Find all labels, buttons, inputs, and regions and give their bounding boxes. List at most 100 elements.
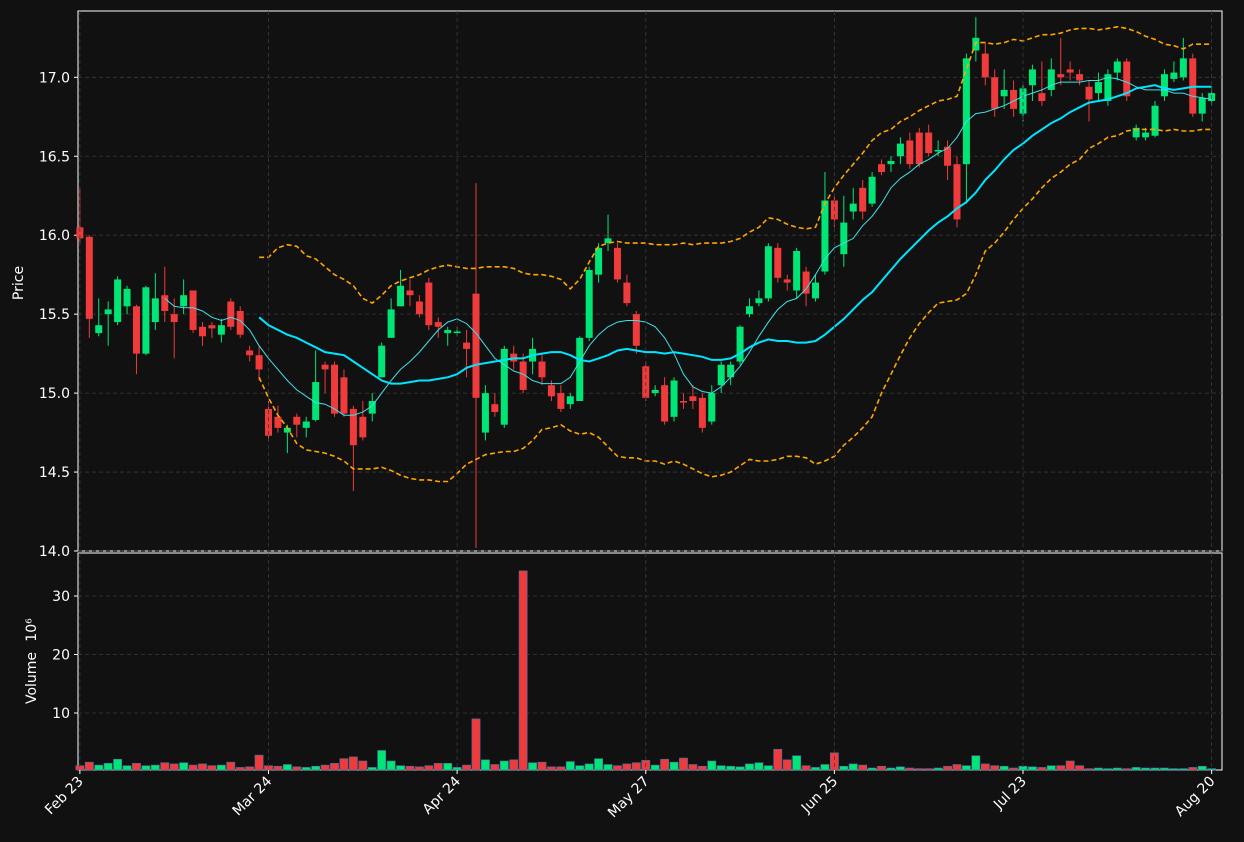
- candle-body: [349, 408, 357, 446]
- volume-bar: [235, 767, 245, 771]
- volume-bar: [1169, 768, 1179, 771]
- volume-bar: [169, 763, 179, 771]
- volume-bar: [358, 760, 368, 771]
- volume-bar: [613, 765, 622, 771]
- candle-body: [368, 401, 376, 414]
- volume-bar: [575, 765, 585, 771]
- candle-body: [312, 382, 320, 420]
- volume-bar: [594, 758, 604, 771]
- volume-bar: [914, 768, 924, 771]
- candle-body: [1085, 86, 1093, 100]
- candle-body: [623, 282, 631, 304]
- candle-body: [679, 401, 687, 403]
- candle-body: [840, 222, 848, 255]
- volume-bar: [565, 761, 575, 771]
- candle-body: [613, 247, 621, 280]
- volume-bar: [962, 765, 971, 771]
- candle-body: [1198, 97, 1206, 114]
- volume-bar: [1028, 766, 1037, 771]
- candle-body: [538, 361, 546, 378]
- volume-bar: [216, 764, 226, 771]
- candle-body: [953, 164, 961, 220]
- candle-body: [491, 404, 499, 413]
- volume-bar: [386, 760, 396, 771]
- candle-body: [321, 364, 329, 370]
- candle-body: [208, 325, 216, 329]
- candle-body: [1113, 61, 1121, 73]
- volume-bar: [84, 761, 94, 771]
- y-tick-label: 30: [52, 589, 70, 605]
- candle-body: [944, 146, 952, 166]
- volume-bar: [396, 765, 405, 771]
- offset-label: 10⁶: [24, 618, 40, 642]
- volume-bar: [481, 759, 490, 771]
- volume-bar: [433, 763, 443, 771]
- volume-bar: [462, 764, 471, 771]
- candle-body: [114, 279, 122, 323]
- candle-body: [793, 251, 801, 291]
- volume-bar: [547, 766, 556, 771]
- volume-bar: [1103, 768, 1113, 771]
- volume-bar: [697, 765, 707, 771]
- candle-body: [934, 149, 942, 152]
- volume-bar: [226, 761, 236, 771]
- candle-body: [981, 53, 989, 78]
- candle-body: [1028, 69, 1036, 86]
- candle-body: [387, 309, 395, 338]
- candle-body: [698, 397, 706, 428]
- volume-bar: [886, 767, 896, 771]
- candle-body: [104, 309, 112, 315]
- candle-body: [406, 290, 414, 296]
- volume-bar: [1131, 767, 1141, 771]
- volume-bar: [273, 765, 283, 771]
- volume-bar: [820, 764, 830, 771]
- indicator-line: [164, 76, 1212, 416]
- volume-bar: [773, 748, 783, 771]
- volume-bar: [1207, 768, 1217, 771]
- volume-bar: [1188, 767, 1198, 771]
- candle-body: [557, 393, 565, 409]
- indicator-line: [258, 84, 1212, 385]
- volume-bar: [1009, 767, 1018, 771]
- x-tick-label: Jun 25: [798, 774, 841, 817]
- candle-body: [331, 364, 339, 414]
- volume-bar: [1075, 765, 1084, 771]
- indicator-line: [259, 25, 1212, 305]
- candle-body: [359, 416, 367, 438]
- x-tick-label: Mar 24: [230, 773, 276, 819]
- volume-bar: [801, 765, 811, 771]
- volume-bar: [471, 718, 481, 771]
- volume-bar: [1112, 767, 1122, 771]
- y-tick-label: 15.0: [39, 386, 70, 402]
- candle-body: [717, 364, 725, 386]
- candle-body: [463, 342, 471, 349]
- volume-bar: [895, 766, 905, 771]
- volume-bar: [829, 752, 839, 771]
- candle-body: [1142, 132, 1150, 138]
- volume-bar: [1150, 767, 1160, 771]
- candle-body: [180, 295, 188, 307]
- volume-bar: [792, 755, 802, 771]
- candle-body: [1057, 74, 1065, 78]
- candle-body: [1019, 88, 1027, 114]
- candle-body: [812, 282, 820, 299]
- volume-bar: [330, 763, 339, 771]
- candle-body: [727, 364, 735, 378]
- y-axis-label: Volume: [24, 652, 40, 704]
- candle-body: [925, 132, 933, 154]
- candle-body: [1076, 74, 1084, 81]
- indicator-line: [258, 128, 1212, 483]
- candle-body: [283, 427, 291, 433]
- volume-bar: [782, 759, 792, 771]
- volume-bar: [1094, 767, 1103, 771]
- candle-body: [161, 295, 169, 311]
- candle-body: [76, 227, 84, 239]
- y-tick-label: 14.0: [39, 544, 70, 560]
- candle-body: [887, 161, 895, 165]
- candle-body: [265, 408, 273, 436]
- volume-bar: [990, 765, 1000, 771]
- candle-body: [868, 176, 876, 204]
- candle-body: [991, 77, 999, 109]
